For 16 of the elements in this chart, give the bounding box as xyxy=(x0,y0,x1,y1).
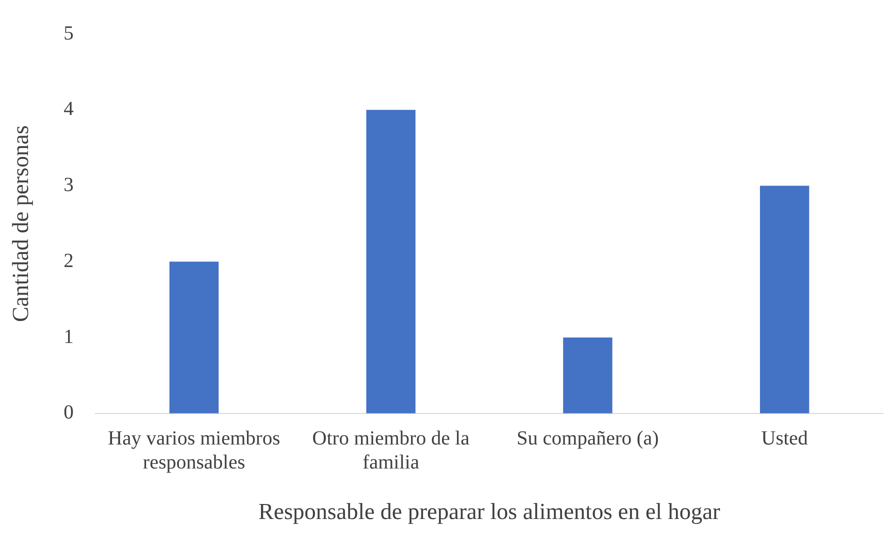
bar xyxy=(563,338,612,414)
x-tick-label: Hay varios miembros responsables xyxy=(108,428,280,474)
y-tick-label: 2 xyxy=(64,250,74,272)
y-tick-label: 3 xyxy=(64,174,74,196)
y-tick-label: 4 xyxy=(64,98,74,120)
y-tick-label: 1 xyxy=(64,326,74,348)
x-tick-label: Usted xyxy=(761,428,808,450)
bar xyxy=(366,110,416,414)
y-tick-label: 5 xyxy=(64,22,74,44)
x-tick-label: Su compañero (a) xyxy=(516,428,659,450)
bar xyxy=(760,186,810,414)
x-tick-label: Otro miembro de la familia xyxy=(312,428,470,474)
x-axis-title: Responsable de preparar los alimentos en el hogar xyxy=(258,499,721,524)
bar xyxy=(169,262,219,414)
y-axis-title: Cantidad de personas xyxy=(8,125,33,322)
y-tick-label: 0 xyxy=(64,402,74,424)
